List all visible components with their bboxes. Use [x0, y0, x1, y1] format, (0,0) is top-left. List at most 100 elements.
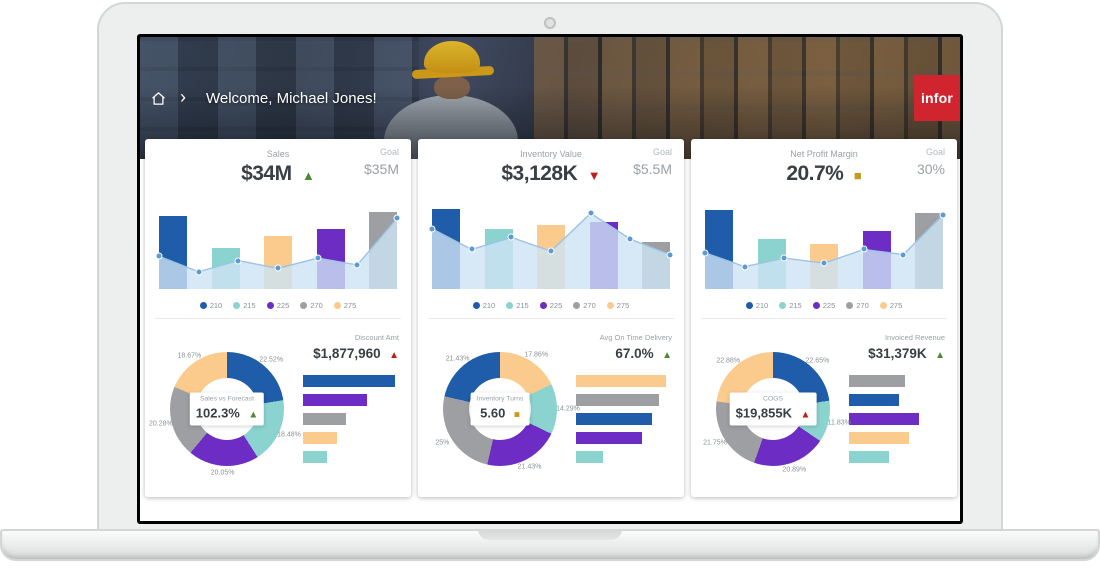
- legend-item[interactable]: 210: [472, 301, 495, 310]
- donut-segment-label: 11.83%: [827, 419, 851, 427]
- donut-segment-label: 22.65%: [805, 357, 830, 364]
- legend-dot-icon: [333, 301, 341, 309]
- combo-bar-chart[interactable]: [428, 203, 674, 289]
- chart-legend: 210 215 225 270 275: [691, 298, 957, 312]
- legend-value: 275: [889, 300, 903, 310]
- metric-label: Avg On Time Delivery: [599, 333, 672, 342]
- hbar-blue: [576, 413, 652, 425]
- vbar-gray: [369, 211, 397, 289]
- legend-item[interactable]: 270: [573, 301, 596, 310]
- hbar-purple: [303, 394, 368, 406]
- vbar-blue: [159, 215, 187, 289]
- legend-item[interactable]: 225: [539, 300, 563, 310]
- donut-segment-label: 25%: [435, 439, 450, 447]
- kpi-title: Inventory Value: [520, 149, 582, 159]
- legend-dot-icon: [745, 301, 753, 309]
- donut-title: Sales vs Forecast: [199, 395, 255, 403]
- donut-segment-label: 22.52%: [259, 356, 284, 364]
- donut-center-label: Inventory Turns 5.60 ■: [470, 392, 530, 426]
- hbar-purple: [849, 413, 920, 425]
- hbar-chart[interactable]: [849, 375, 945, 463]
- goal-label: Goal: [652, 147, 672, 157]
- hbar-blue: [849, 394, 899, 406]
- line-point: [393, 214, 401, 222]
- chart-legend: 210 215 225 270 275: [418, 298, 684, 312]
- metric-value: 67.0%: [615, 346, 654, 361]
- legend-dot-icon: [300, 301, 308, 309]
- legend-value: 270: [856, 300, 869, 310]
- dashboard: › Welcome, Michael Jones! infor Sales: [140, 37, 960, 521]
- legend-dot-icon: [266, 301, 274, 309]
- infor-logo-text: infor: [920, 90, 954, 106]
- metric-indicator-icon: ▲: [935, 350, 945, 361]
- kpi-card-net-profit-margin: Net Profit Margin 20.7% ■ Goal 30%: [691, 139, 957, 497]
- legend-item[interactable]: 270: [300, 301, 323, 310]
- legend-value: 270: [583, 300, 596, 310]
- line-point: [195, 268, 203, 276]
- kpi-value: $34M: [241, 162, 292, 185]
- legend-value: 270: [310, 300, 323, 310]
- laptop-notch: [478, 529, 622, 540]
- legend-dot-icon: [846, 301, 854, 309]
- legend-item[interactable]: 270: [846, 301, 869, 310]
- legend-item[interactable]: 210: [745, 301, 768, 310]
- vbar-purple: [589, 221, 618, 289]
- legend-item[interactable]: 215: [779, 301, 802, 310]
- hbar-chart[interactable]: [576, 375, 672, 463]
- chart-legend: 210 215 225 270 275: [145, 298, 411, 312]
- kpi-value: 20.7%: [786, 162, 844, 185]
- legend-item[interactable]: 225: [266, 301, 289, 310]
- legend-item[interactable]: 210: [199, 301, 222, 310]
- combo-bar-chart[interactable]: [155, 203, 401, 289]
- line-point: [468, 245, 476, 253]
- breadcrumb: › Welcome, Michael Jones!: [151, 88, 377, 107]
- line-point: [547, 247, 555, 255]
- legend-value: 215: [243, 300, 256, 310]
- line-point: [820, 259, 828, 267]
- home-icon[interactable]: [151, 91, 166, 106]
- hbar-orange: [303, 432, 337, 444]
- vbar-gray: [915, 213, 943, 289]
- combo-bar-chart[interactable]: [701, 203, 947, 289]
- line-point: [314, 254, 322, 262]
- metric-label: Invoiced Revenue: [884, 333, 945, 342]
- donut-segment-label: 17.86%: [524, 351, 549, 359]
- donut-segment-label: 21.43%: [445, 355, 470, 363]
- vbar-blue: [705, 209, 733, 289]
- hbar-gray: [303, 413, 347, 425]
- legend-item[interactable]: 215: [233, 301, 256, 310]
- hbar-orange: [576, 375, 667, 387]
- donut-value: $19,855K: [735, 405, 793, 421]
- line-point: [741, 263, 749, 271]
- line-point: [507, 233, 515, 241]
- donut-chart[interactable]: COGS $19,855K ▲ 22.65% 11.83% 20.89% 21.75%…: [699, 321, 851, 497]
- line-point: [626, 235, 634, 243]
- legend-item[interactable]: 275: [606, 301, 629, 310]
- line-point: [274, 264, 282, 272]
- legend-dot-icon: [573, 301, 581, 309]
- legend-item[interactable]: 275: [879, 300, 903, 310]
- metric-value: $1,877,960: [313, 346, 381, 361]
- vbar-orange: [264, 235, 292, 289]
- kpi-indicator-icon: ▼: [587, 168, 601, 183]
- legend-value: 225: [549, 300, 563, 310]
- donut-segment-label: 18.67%: [177, 352, 202, 360]
- donut-value: 102.3%: [195, 405, 240, 421]
- line-point: [899, 251, 907, 259]
- donut-indicator-icon: ▲: [248, 409, 259, 421]
- legend-item[interactable]: 215: [506, 301, 529, 310]
- donut-segment-label: 22.88%: [716, 357, 741, 365]
- donut-chart[interactable]: Inventory Turns 5.60 ■ 17.86% 14.29% 21.43…: [426, 321, 579, 497]
- hbar-teal: [849, 451, 890, 463]
- hbar-chart[interactable]: [303, 375, 399, 463]
- metric-indicator-icon: ▲: [662, 350, 672, 361]
- line-point: [587, 209, 595, 217]
- legend-value: 275: [343, 300, 357, 310]
- legend-dot-icon: [472, 301, 480, 309]
- legend-item[interactable]: 275: [333, 300, 357, 310]
- hbar-blue: [303, 375, 396, 387]
- donut-chart[interactable]: Sales vs Forecast 102.3% ▲ 22.52% 18.48% 2…: [149, 321, 301, 497]
- metric-value: $31,379K: [868, 346, 927, 361]
- donut-center-label: COGS $19,855K ▲: [729, 392, 817, 426]
- legend-item[interactable]: 225: [812, 301, 835, 310]
